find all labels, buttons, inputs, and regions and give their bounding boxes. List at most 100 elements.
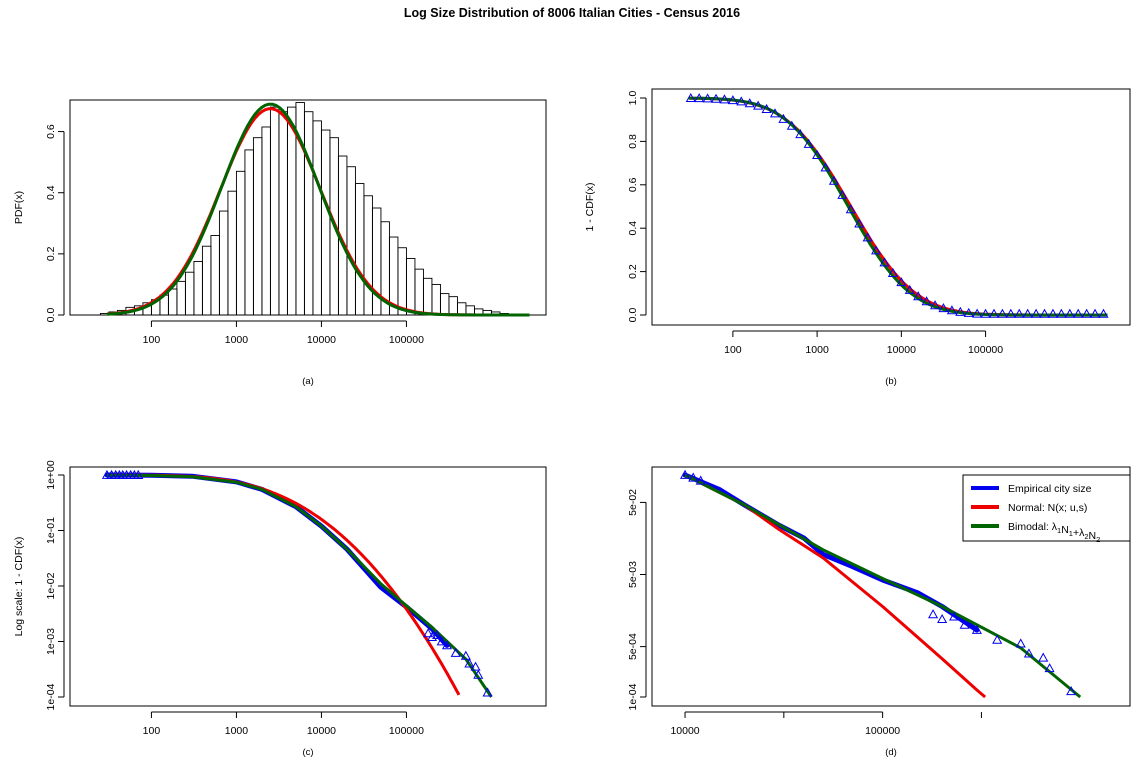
legend-label: Bimodal: λ1N1+λ2N2	[1008, 521, 1100, 544]
y-tick-label: 0.2	[627, 264, 639, 279]
plot-frame	[651, 88, 1131, 326]
y-tick-label: 1.0	[627, 91, 639, 106]
empirical-point	[1023, 648, 1034, 658]
histogram-bar	[456, 302, 467, 316]
empirical-point	[845, 204, 856, 214]
y-tick-label: 0.6	[627, 177, 639, 192]
histogram-bar	[363, 195, 373, 316]
empirical-point	[854, 218, 865, 228]
legend: Empirical city size Normal: N(x; u,s) Bimo…	[962, 474, 1131, 544]
histogram-bar	[422, 277, 433, 316]
empirical-point	[778, 113, 789, 123]
empirical-point	[727, 95, 738, 105]
panel-caption: (d)	[885, 747, 897, 758]
empirical-point	[812, 149, 823, 159]
empirical-point	[946, 305, 957, 315]
histogram-bar	[218, 210, 229, 316]
empirical-point	[1038, 652, 1049, 662]
y-tick-label: 5e-02	[627, 489, 639, 516]
y-tick-label: 1e+00	[45, 460, 57, 490]
histogram-bar	[269, 106, 280, 316]
histogram-bar	[312, 120, 322, 316]
x-tick-label: 10000	[307, 725, 336, 737]
panel-caption: (b)	[885, 376, 897, 387]
empirical-point	[482, 687, 493, 697]
empirical-point	[896, 277, 907, 287]
empirical-point	[1031, 308, 1042, 318]
empirical-point	[679, 469, 691, 479]
panel-b: 100 1000 10000 100000 0.0 0.2 0.4 0.6 0.8 1.0 1 - …	[584, 88, 1131, 387]
y-axis-label: PDF(x)	[13, 191, 25, 224]
histogram-bar	[439, 293, 450, 316]
y-tick-label: 1e-02	[45, 572, 57, 599]
empirical-point	[1014, 308, 1025, 318]
y-tick-label: 0.0	[627, 308, 639, 323]
y-axis-label: Log scale: 1 - CDF(x)	[13, 537, 25, 637]
empirical-point	[928, 609, 939, 619]
panel-d: 10000 100000 1e-04 5e-04 5e-03 5e-02 (d) Empiri…	[627, 466, 1131, 758]
empirical-point	[887, 267, 898, 277]
page-title: Log Size Distribution of 8006 Italian Ci…	[403, 6, 741, 20]
y-tick-label: 0.0	[45, 308, 57, 323]
empirical-point	[1022, 308, 1033, 318]
empirical-point	[1066, 686, 1077, 696]
y-tick-label: 0.4	[627, 221, 639, 236]
empirical-point	[795, 128, 806, 139]
x-tick-label: 1000	[225, 334, 249, 346]
empirical-point	[1073, 308, 1084, 318]
empirical-point	[871, 245, 882, 255]
panel-caption: (c)	[302, 747, 313, 758]
y-tick-label: 1e-01	[45, 517, 57, 544]
empirical-point	[695, 475, 706, 485]
empirical-point	[1064, 308, 1075, 318]
histogram-bar	[431, 283, 441, 316]
plot-frame	[69, 466, 547, 707]
y-tick-label: 5e-03	[627, 561, 639, 588]
normal-fit-series	[684, 473, 987, 699]
empirical-point	[436, 636, 447, 646]
empirical-point	[688, 472, 699, 482]
empirical-point	[959, 619, 970, 629]
y-tick-label: 0.8	[627, 134, 639, 149]
normal-fit-series	[107, 473, 461, 696]
x-tick-label: 100	[143, 334, 161, 346]
empirical-point	[133, 469, 144, 479]
y-tick-label: 0.6	[45, 124, 57, 139]
x-tick-label: 10000	[887, 344, 916, 356]
histogram-bar	[201, 245, 212, 316]
empirical-point	[949, 611, 960, 621]
empirical-point	[464, 658, 475, 668]
empirical-point	[913, 291, 924, 301]
empirical-point	[1047, 308, 1059, 318]
histogram-bar	[286, 106, 297, 316]
empirical-point	[929, 300, 941, 310]
empirical-point	[753, 100, 764, 110]
empirical-point	[719, 94, 730, 104]
empirical-point	[955, 306, 966, 316]
empirical-point	[1015, 638, 1026, 648]
y-tick-label: 1e-04	[627, 683, 639, 710]
histogram-bar	[193, 261, 203, 316]
legend-label: Empirical city size	[1008, 483, 1092, 495]
empirical-point	[744, 98, 755, 108]
histogram-bar	[320, 129, 331, 316]
empirical-point	[470, 661, 481, 671]
x-tick-label: 100000	[865, 725, 900, 737]
empirical-point	[837, 189, 848, 199]
histogram-bar	[244, 149, 254, 316]
normal-fit-series	[106, 107, 530, 317]
bimodal-fit-series	[688, 96, 1108, 317]
empirical-point	[879, 257, 890, 267]
empirical-point	[694, 93, 705, 103]
bimodal-fit-series	[106, 473, 493, 698]
histogram-bar	[397, 247, 407, 316]
empirical-point	[980, 308, 991, 318]
y-tick-label: 1e-04	[45, 683, 57, 710]
empirical-point	[828, 175, 840, 185]
empirical-point	[988, 308, 1000, 318]
empirical-point	[937, 613, 948, 624]
histogram-bar	[235, 170, 246, 316]
histogram-bar	[278, 111, 288, 316]
empirical-point	[736, 96, 747, 106]
